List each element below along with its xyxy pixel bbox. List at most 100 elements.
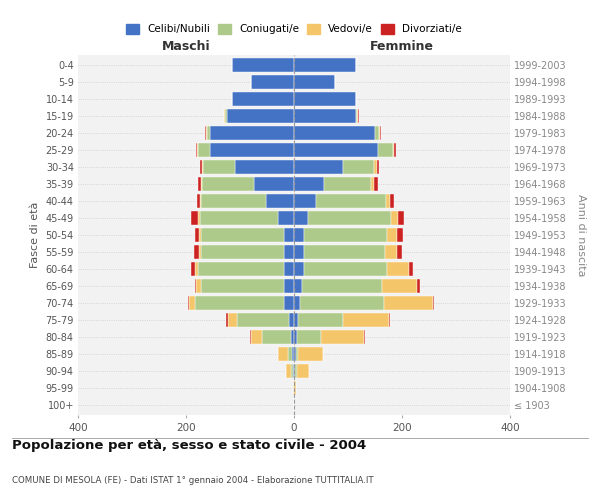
Bar [292,347,294,361]
Bar [200,279,284,293]
Bar [379,126,380,140]
Bar [397,245,402,259]
Bar [196,143,197,157]
Bar [296,330,321,344]
Bar [294,194,316,208]
Bar [343,160,374,174]
Bar [371,177,374,191]
Bar [390,194,394,208]
Bar [294,313,298,327]
Bar [343,313,389,327]
Bar [433,296,434,310]
Bar [294,245,304,259]
Bar [254,177,294,191]
Bar [393,143,394,157]
Bar [199,245,200,259]
Bar [238,313,289,327]
Bar [294,177,324,191]
Bar [294,92,356,106]
Bar [200,160,202,174]
Bar [374,177,378,191]
Bar [200,177,202,191]
Bar [294,228,304,242]
Bar [202,177,254,191]
Bar [211,126,294,140]
Bar [224,109,225,123]
Bar [291,364,293,378]
Bar [191,211,198,225]
Bar [304,228,388,242]
Text: Popolazione per età, sesso e stato civile - 2004: Popolazione per età, sesso e stato civil… [12,440,366,452]
Bar [202,160,203,174]
Bar [294,109,356,123]
Bar [292,330,294,344]
Bar [206,126,207,140]
Bar [232,58,294,72]
Bar [384,296,433,310]
Bar [356,109,357,123]
Bar [296,347,298,361]
Bar [199,143,211,157]
Bar [200,228,284,242]
Bar [278,211,294,225]
Bar [304,262,388,276]
Bar [284,262,294,276]
Bar [203,160,235,174]
Y-axis label: Anni di nascita: Anni di nascita [577,194,586,276]
Bar [294,381,296,395]
Bar [294,279,302,293]
Bar [189,296,195,310]
Bar [200,245,284,259]
Bar [293,364,294,378]
Bar [194,245,199,259]
Bar [382,279,417,293]
Bar [298,347,323,361]
Bar [304,245,385,259]
Bar [198,177,200,191]
Bar [294,75,335,89]
Bar [232,92,294,106]
Bar [386,194,390,208]
Bar [196,279,200,293]
Bar [391,211,398,225]
Bar [250,330,251,344]
Bar [195,262,198,276]
Bar [398,211,404,225]
Bar [199,228,200,242]
Bar [294,126,375,140]
Bar [385,245,397,259]
Bar [225,109,227,123]
Bar [375,126,379,140]
Bar [197,143,199,157]
Bar [211,143,294,157]
Bar [194,279,196,293]
Bar [227,313,238,327]
Bar [262,330,292,344]
Bar [417,279,420,293]
Bar [266,194,294,208]
Bar [364,330,365,344]
Bar [294,160,343,174]
Bar [207,126,211,140]
Bar [296,364,308,378]
Bar [205,126,206,140]
Bar [199,194,201,208]
Bar [308,211,391,225]
Bar [198,211,199,225]
Bar [251,330,262,344]
Bar [198,262,284,276]
Bar [191,262,195,276]
Y-axis label: Fasce di età: Fasce di età [30,202,40,268]
Bar [324,177,371,191]
Bar [294,347,296,361]
Bar [286,364,291,378]
Bar [194,228,199,242]
Bar [295,364,296,378]
Bar [374,160,377,174]
Bar [377,160,379,174]
Bar [284,279,294,293]
Bar [394,143,396,157]
Bar [388,262,409,276]
Bar [378,143,393,157]
Bar [316,194,386,208]
